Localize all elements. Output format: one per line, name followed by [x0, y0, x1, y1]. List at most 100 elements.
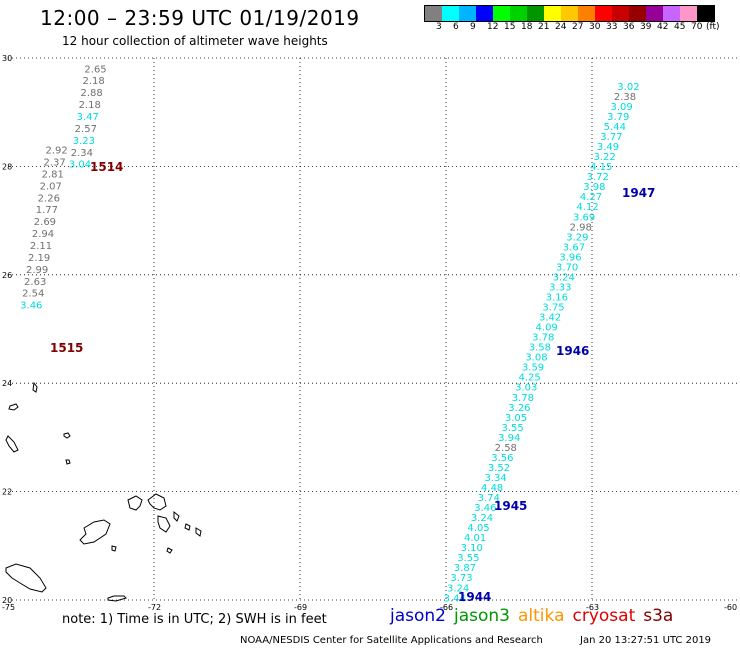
wave-height-value: 3.24 — [471, 513, 493, 524]
pass-time-labels: 1514 1515 1944 1945 1946 1947 — [50, 160, 655, 604]
longitude-tick-label: -63 — [586, 603, 599, 612]
latitude-tick-label: 26 — [2, 271, 12, 280]
wave-height-value: 4.27 — [580, 192, 602, 203]
wave-height-value: 2.26 — [38, 193, 60, 204]
wave-height-value: 3.49 — [597, 142, 619, 153]
wave-height-value: 2.11 — [30, 241, 52, 252]
legend-swatch — [459, 6, 476, 21]
wave-height-value: 3.56 — [491, 453, 513, 464]
satellite-name: cryosat — [572, 606, 636, 626]
wave-height-samples: 3.042.343.232.573.472.182.882.182.653.46… — [20, 64, 639, 604]
wave-height-value: 2.58 — [495, 443, 517, 454]
wave-height-value: 2.92 — [45, 146, 67, 157]
satellite-legend: jason2 jason3 altika cryosat s3a — [390, 606, 681, 626]
wave-height-value: 2.99 — [26, 265, 48, 276]
island-outline — [173, 510, 180, 522]
satellite-name: jason2 — [390, 606, 446, 626]
legend-swatch — [578, 6, 595, 21]
legend-swatch — [629, 6, 646, 21]
longitude-tick-label: -66 — [440, 603, 453, 612]
units-note: note: 1) Time is in UTC; 2) SWH is in fe… — [62, 612, 327, 627]
coastline — [5, 381, 202, 602]
wave-height-value: 2.37 — [44, 158, 66, 169]
legend-swatch — [476, 6, 493, 21]
wave-height-value: 3.33 — [549, 282, 571, 293]
legend-swatch — [561, 6, 578, 21]
wave-height-value: 3.46 — [474, 503, 496, 514]
wave-height-value: 3.34 — [484, 473, 506, 484]
wave-height-value: 3.04 — [69, 160, 91, 171]
legend-swatch — [493, 6, 510, 21]
island-outline — [63, 432, 71, 439]
wave-height-value: 3.74 — [478, 493, 500, 504]
latitude-tick-label: 20 — [2, 596, 12, 605]
wave-height-value: 2.34 — [71, 148, 93, 159]
latitude-tick-label: 22 — [2, 488, 12, 497]
legend-label: 24 — [555, 22, 567, 32]
legend-swatch — [442, 6, 459, 21]
legend-swatch — [663, 6, 680, 21]
credit-line: NOAA/NESDIS Center for Satellite Applica… — [240, 635, 543, 646]
longitude-tick-label: -75 — [2, 603, 15, 612]
legend-swatch — [527, 6, 544, 21]
legend-swatch — [544, 6, 561, 21]
wave-height-value: 3.24 — [447, 583, 469, 594]
wave-height-value: 3.26 — [508, 403, 530, 414]
satellite-name: jason3 — [454, 606, 510, 626]
color-scale-legend — [424, 5, 715, 22]
wave-height-value: 3.87 — [454, 563, 476, 574]
legend-label: 18 — [521, 22, 533, 32]
legend-unit: (ft) — [706, 22, 720, 32]
wave-height-value: 2.18 — [79, 100, 101, 111]
island-outline — [127, 495, 143, 511]
wave-height-value: 3.77 — [600, 132, 622, 143]
wave-height-value: 2.65 — [84, 64, 106, 75]
generated-timestamp: Jan 20 13:27:51 UTC 2019 — [580, 635, 712, 646]
pass-time-1945: 1945 — [494, 499, 527, 513]
wave-height-value: 3.73 — [450, 573, 472, 584]
island-outline — [5, 563, 47, 593]
wave-height-value: 3.55 — [501, 423, 523, 434]
wave-height-value: 3.70 — [556, 262, 578, 273]
axis-labels: -75 -72 -69 -66 -63 -60 20 22 24 26 28 30 — [2, 54, 737, 612]
wave-height-value: 5.44 — [604, 122, 626, 133]
wave-height-value: 3.23 — [73, 136, 95, 147]
pass-time-1514: 1514 — [90, 160, 123, 174]
wave-height-value: 2.38 — [614, 92, 636, 103]
wave-height-value: 2.88 — [81, 88, 103, 99]
legend-swatch — [595, 6, 612, 21]
legend-swatch — [612, 6, 629, 21]
page-subtitle: 12 hour collection of altimeter wave hei… — [62, 34, 328, 48]
wave-height-value: 3.96 — [559, 252, 581, 263]
legend-label: 33 — [606, 22, 618, 32]
wave-height-value: 3.69 — [573, 212, 595, 223]
wave-height-value: 3.78 — [512, 393, 534, 404]
wave-height-value: 2.69 — [34, 217, 56, 228]
wave-height-value: 3.58 — [529, 343, 551, 354]
legend-label: 21 — [538, 22, 550, 32]
pass-time-1946: 1946 — [556, 344, 589, 358]
island-outline — [195, 527, 202, 537]
satellite-name: altika — [518, 606, 565, 626]
legend-label: 27 — [572, 22, 584, 32]
legend-swatch — [697, 6, 714, 21]
wave-height-value: 4.15 — [590, 162, 612, 173]
legend-label: 9 — [470, 22, 476, 32]
wave-height-value: 4.25 — [519, 373, 541, 384]
pass-time-1944: 1944 — [458, 590, 491, 604]
wave-height-value: 4.01 — [464, 533, 486, 544]
wave-height-value: 3.46 — [20, 301, 42, 312]
wave-height-value: 3.59 — [522, 363, 544, 374]
wave-height-value: 2.18 — [82, 76, 104, 87]
wave-height-value: 2.94 — [32, 229, 54, 240]
wave-height-value: 3.67 — [563, 242, 585, 253]
legend-label: 70 — [691, 22, 703, 32]
wave-height-value: 3.10 — [461, 543, 483, 554]
legend-swatch — [510, 6, 527, 21]
wave-height-value: 2.81 — [42, 169, 64, 180]
latitude-tick-label: 24 — [2, 379, 12, 388]
legend-swatch — [680, 6, 697, 21]
wave-height-value: 3.72 — [587, 172, 609, 183]
island-outline — [65, 459, 71, 465]
